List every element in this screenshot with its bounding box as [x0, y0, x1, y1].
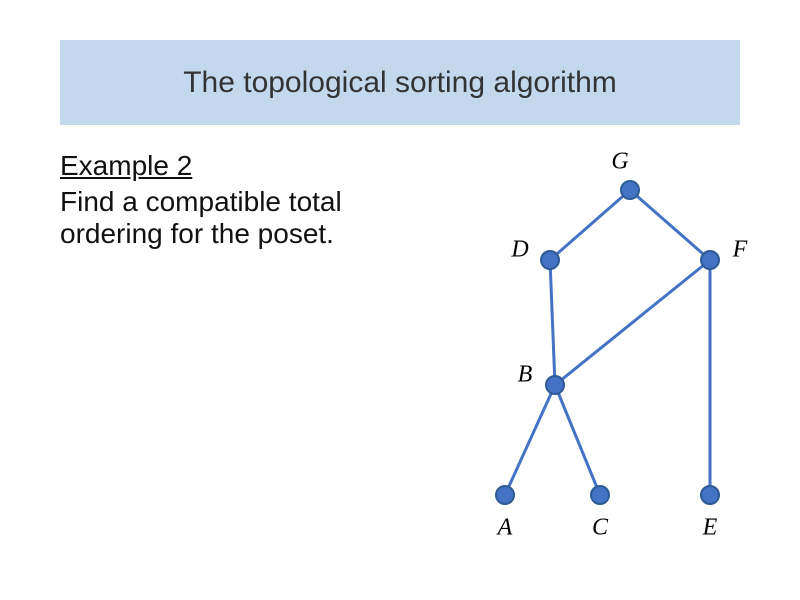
node-F [700, 250, 720, 270]
node-label-D: D [511, 237, 528, 264]
node-E [700, 485, 720, 505]
diagram-edge [550, 260, 555, 385]
node-label-C: C [592, 515, 608, 542]
body-text-area: Example 2 Find a compatible total orderi… [60, 150, 440, 250]
node-label-G: G [611, 149, 628, 176]
example-heading: Example 2 [60, 150, 440, 182]
node-label-E: E [703, 515, 718, 542]
body-text: Find a compatible total ordering for the… [60, 186, 440, 250]
node-B [545, 375, 565, 395]
diagram-edge [555, 385, 600, 495]
hasse-diagram: G D F B A C E [420, 150, 760, 550]
node-label-B: B [518, 362, 533, 389]
node-C [590, 485, 610, 505]
diagram-edge [505, 385, 555, 495]
node-D [540, 250, 560, 270]
diagram-edge [550, 190, 630, 260]
node-label-A: A [498, 515, 513, 542]
node-G [620, 180, 640, 200]
node-A [495, 485, 515, 505]
title-bar: The topological sorting algorithm [60, 40, 740, 125]
diagram-edge [555, 260, 710, 385]
diagram-edge [630, 190, 710, 260]
node-label-F: F [733, 237, 748, 264]
slide-title: The topological sorting algorithm [183, 66, 617, 100]
